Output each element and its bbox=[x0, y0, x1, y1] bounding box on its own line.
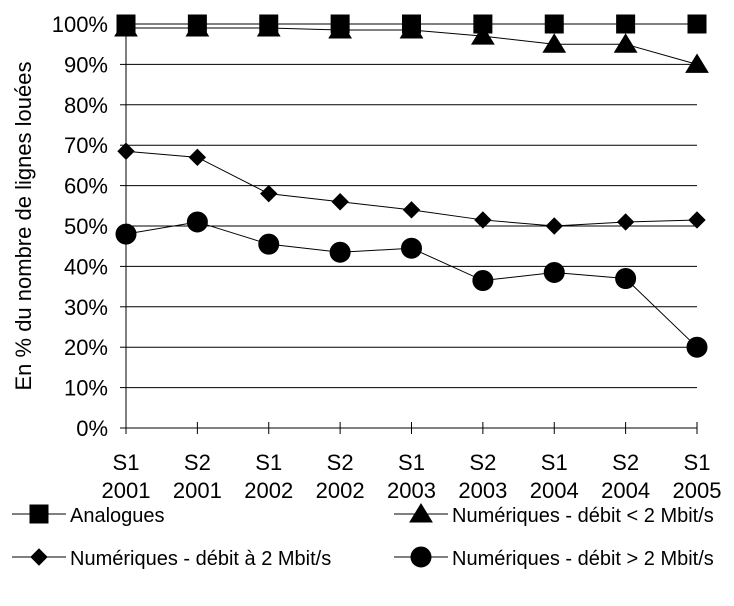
legend-item-1: Analogues bbox=[12, 505, 165, 527]
series-2-point-8 bbox=[615, 34, 637, 52]
x-tick-label-line: S2 bbox=[469, 450, 496, 475]
y-tick-label: 100% bbox=[52, 12, 108, 37]
series-4-point-5 bbox=[402, 238, 422, 258]
x-tick-label-line: S2 bbox=[327, 450, 354, 475]
y-tick-label: 40% bbox=[64, 254, 108, 279]
x-tick-label: S1 2001 bbox=[102, 450, 151, 503]
series-3-point-7 bbox=[546, 218, 562, 234]
x-tick-label-line: S1 bbox=[255, 450, 282, 475]
series-3-point-4 bbox=[332, 194, 348, 210]
x-tick-label-line: 2005 bbox=[673, 478, 722, 503]
x-tick-label: S2 2003 bbox=[458, 450, 507, 503]
series-4-point-6 bbox=[473, 271, 493, 291]
x-tick-label: S2 2002 bbox=[316, 450, 365, 503]
series-4-point-7 bbox=[544, 262, 564, 282]
axes bbox=[120, 24, 697, 434]
y-tick-label: 20% bbox=[64, 335, 108, 360]
x-tick-label-line: 2003 bbox=[387, 478, 436, 503]
x-tick-label-line: 2004 bbox=[601, 478, 650, 503]
y-tick-label: 30% bbox=[64, 295, 108, 320]
y-tick-label: 90% bbox=[64, 52, 108, 77]
y-tick-label: 60% bbox=[64, 174, 108, 199]
x-tick-label-line: S1 bbox=[541, 450, 568, 475]
x-tick-label: S1 2005 bbox=[673, 450, 722, 503]
x-tick-label-line: 2001 bbox=[102, 478, 151, 503]
series-3-point-3 bbox=[261, 186, 277, 202]
x-tick-label: S2 2004 bbox=[601, 450, 650, 503]
legend-marker bbox=[31, 549, 47, 565]
legend-marker bbox=[30, 505, 48, 523]
series-2-point-9 bbox=[686, 54, 708, 72]
series-4-point-8 bbox=[616, 269, 636, 289]
legend-label: Numériques - débit à 2 Mbit/s bbox=[70, 548, 331, 570]
y-tick-label: 0% bbox=[76, 416, 108, 441]
legend-item-4: Numériques - débit > 2 Mbit/s bbox=[394, 547, 714, 570]
x-tick-label-line: 2004 bbox=[530, 478, 579, 503]
x-tick-label-line: 2002 bbox=[244, 478, 293, 503]
legend-marker bbox=[411, 547, 431, 567]
legend-item-3: Numériques - débit à 2 Mbit/s bbox=[12, 548, 331, 570]
x-tick-label: S1 2002 bbox=[244, 450, 293, 503]
x-tick-label-line: S1 bbox=[398, 450, 425, 475]
legend-item-2: Numériques - débit < 2 Mbit/s bbox=[394, 504, 714, 527]
x-tick-label-line: S1 bbox=[684, 450, 711, 475]
legend-label: Numériques - débit > 2 Mbit/s bbox=[452, 548, 714, 570]
x-tick-label-line: S2 bbox=[184, 450, 211, 475]
x-tick-label: S1 2004 bbox=[530, 450, 579, 503]
y-tick-label: 50% bbox=[64, 214, 108, 239]
series-1-point-7 bbox=[545, 15, 563, 33]
x-tick-label-line: S1 bbox=[113, 450, 140, 475]
x-tick-label-line: S2 bbox=[612, 450, 639, 475]
y-tick-label: 10% bbox=[64, 376, 108, 401]
x-tick-label: S2 2001 bbox=[173, 450, 222, 503]
series-1-point-8 bbox=[617, 15, 635, 33]
legend-label: Numériques - débit < 2 Mbit/s bbox=[452, 505, 714, 527]
axis-labels: 0%10%20%30%40%50%60%70%80%90%100%S1 2001S… bbox=[11, 12, 721, 503]
series-1-point-9 bbox=[688, 15, 706, 33]
series-4-point-9 bbox=[687, 337, 707, 357]
legend: Analogues Numériques - débit < 2 Mbit/s Nu… bbox=[12, 504, 714, 570]
legend-marker bbox=[410, 504, 432, 522]
x-tick-label: S1 2003 bbox=[387, 450, 436, 503]
series-4-point-4 bbox=[330, 242, 350, 262]
y-tick-label: 80% bbox=[64, 93, 108, 118]
x-tick-label-line: 2001 bbox=[173, 478, 222, 503]
x-tick-label-line: 2002 bbox=[316, 478, 365, 503]
series-3-point-5 bbox=[404, 202, 420, 218]
series-4-point-1 bbox=[116, 224, 136, 244]
series-4-point-3 bbox=[259, 234, 279, 254]
y-tick-label: 70% bbox=[64, 133, 108, 158]
legend-label: Analogues bbox=[70, 505, 165, 527]
series-3-point-2 bbox=[189, 149, 205, 165]
y-axis-label: En % du nombre de lignes louées bbox=[11, 62, 36, 391]
series-4-point-2 bbox=[187, 212, 207, 232]
x-tick-label-line: 2003 bbox=[458, 478, 507, 503]
series-3-point-8 bbox=[618, 214, 634, 230]
